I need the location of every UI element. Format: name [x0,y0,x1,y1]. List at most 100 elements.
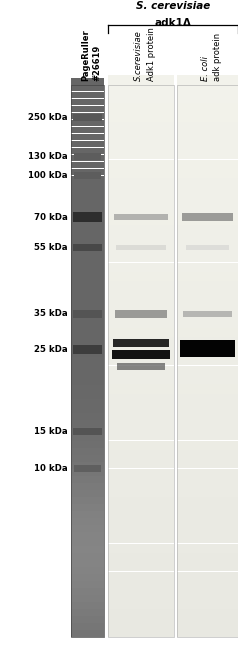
Bar [71,287,104,294]
Bar [71,421,104,427]
Bar [71,567,104,574]
Bar [71,434,104,441]
Bar [71,196,104,203]
Bar [177,159,238,169]
Bar [108,600,174,609]
Bar [177,515,238,525]
Bar [108,356,174,365]
Bar [71,546,104,553]
Bar [186,245,229,250]
Bar [74,172,101,179]
Text: 55 kDa: 55 kDa [34,243,68,252]
Bar [73,114,102,121]
Bar [177,394,238,403]
Bar [108,300,174,309]
Bar [177,131,238,140]
Bar [108,328,174,337]
Bar [108,394,174,403]
Bar [108,525,174,534]
Bar [71,280,104,287]
Bar [71,609,104,616]
Bar [71,532,104,539]
Text: 130 kDa: 130 kDa [28,152,68,161]
Bar [71,183,104,189]
Bar [71,574,104,581]
Bar [177,347,238,356]
Bar [71,92,104,99]
Bar [177,216,238,225]
Bar [71,427,104,434]
Text: #26619: #26619 [92,45,101,81]
Text: E. coli: E. coli [201,57,210,81]
Bar [177,581,238,590]
Text: 35 kDa: 35 kDa [34,309,68,318]
Bar [71,406,104,413]
Bar [108,103,174,112]
Bar [108,515,174,525]
Bar [114,214,168,220]
Bar [118,363,165,369]
Bar [108,422,174,431]
Bar [177,141,238,150]
Bar [177,460,238,469]
Bar [71,330,104,336]
Bar [108,365,174,375]
Bar [71,246,104,252]
Bar [182,213,233,221]
Bar [71,266,104,274]
Bar [71,393,104,399]
Bar [71,120,104,127]
Bar [71,336,104,343]
Bar [177,328,238,337]
Bar [108,506,174,515]
Bar [71,308,104,315]
Bar [71,385,104,392]
Bar [71,133,104,140]
Bar [71,127,104,133]
Bar [71,302,104,308]
Bar [71,322,104,330]
Bar [71,483,104,490]
Bar [71,294,104,302]
Bar [108,450,174,459]
Bar [177,478,238,487]
Bar [71,540,104,546]
Bar [177,235,238,244]
Bar [71,168,104,176]
Bar [177,628,238,637]
Bar [71,630,104,637]
Bar [71,399,104,406]
Bar [108,375,174,384]
Bar [177,122,238,131]
Bar [73,345,102,354]
Bar [71,448,104,455]
Bar [108,347,174,356]
Bar [108,178,174,187]
Bar [116,245,166,250]
Bar [71,490,104,497]
Bar [177,525,238,534]
Bar [71,623,104,630]
Bar [108,281,174,291]
Text: PageRuller: PageRuller [81,29,90,81]
Bar [108,235,174,244]
Bar [108,197,174,206]
Bar [108,460,174,469]
Bar [71,140,104,148]
Bar [177,337,238,346]
Bar [177,590,238,599]
Text: 15 kDa: 15 kDa [34,427,68,436]
Bar [108,543,174,552]
Bar [108,562,174,571]
Bar [71,469,104,476]
Bar [113,339,169,347]
Bar [108,318,174,328]
Bar [108,263,174,272]
Bar [108,94,174,103]
Bar [177,309,238,318]
Bar [177,94,238,103]
Bar [71,581,104,588]
Bar [71,365,104,371]
Bar [177,291,238,300]
Text: adk1Δ: adk1Δ [154,18,191,28]
